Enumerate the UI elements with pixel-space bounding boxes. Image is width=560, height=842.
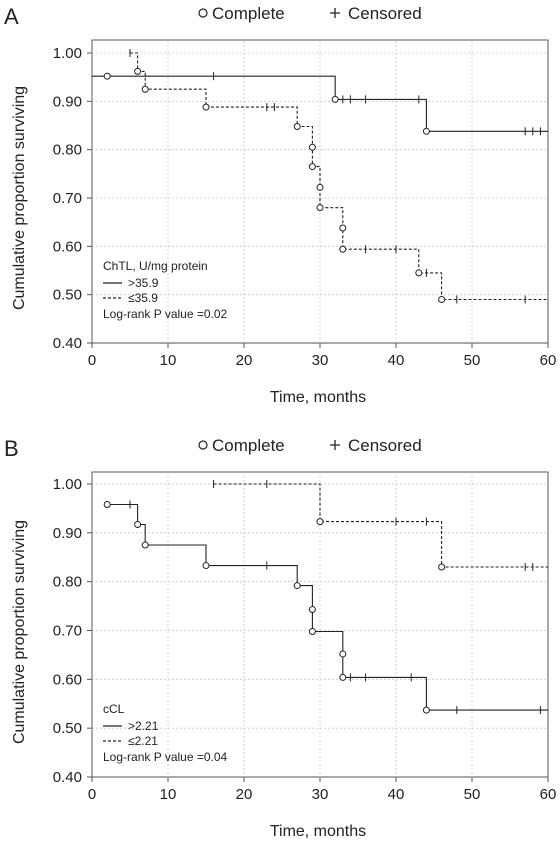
legend-title: cCL xyxy=(103,702,125,716)
y-tick-label: 0.50 xyxy=(53,720,82,737)
event-marker xyxy=(293,582,301,590)
y-tick-label: 0.50 xyxy=(53,287,82,304)
event-marker xyxy=(415,269,423,277)
event-marker xyxy=(438,563,446,571)
x-axis-label: Time, months xyxy=(270,389,366,406)
y-tick-label: 0.70 xyxy=(53,623,82,640)
y-tick-label: 0.40 xyxy=(53,335,82,352)
legend-series-2-label: ≤2.21 xyxy=(128,734,158,748)
event-marker xyxy=(316,183,324,191)
event-marker xyxy=(316,518,324,526)
y-tick-label: 1.00 xyxy=(53,45,82,62)
x-tick-label: 50 xyxy=(464,352,481,369)
event-marker xyxy=(293,122,301,130)
pvalue-text: Log-rank P value =0.02 xyxy=(103,307,228,321)
km-panel-a: A Complete Censored Cumulative proportio… xyxy=(0,0,560,420)
km-chart-a: A Complete Censored Cumulative proportio… xyxy=(4,4,557,406)
y-tick-label: 0.90 xyxy=(53,93,82,110)
event-marker xyxy=(422,127,430,135)
event-marker xyxy=(308,163,316,171)
km-panel-b: B Complete Censored Cumulative proportio… xyxy=(0,420,560,840)
x-tick-label: 30 xyxy=(312,352,329,369)
censored-legend-label: Censored xyxy=(348,436,422,455)
x-tick-label: 20 xyxy=(236,352,253,369)
legend-series-2-label: ≤35.9 xyxy=(128,291,158,305)
x-axis-label: Time, months xyxy=(270,823,366,840)
complete-marker-icon xyxy=(198,8,208,18)
event-marker xyxy=(308,606,316,614)
legend-series-1-label: >35.9 xyxy=(128,276,159,290)
legend-series-1-label: >2.21 xyxy=(128,719,159,733)
event-marker xyxy=(202,562,210,570)
y-tick-label: 0.70 xyxy=(53,190,82,207)
series-legend: ChTL, U/mg protein >35.9 ≤35.9 Log-rank … xyxy=(103,259,228,321)
axis-ticks: 0 10 20 30 40 50 60 0.40 0.50 0.60 0.70 0.80 0.90 1.0… xyxy=(53,476,557,803)
event-marker xyxy=(339,224,347,232)
plot-series xyxy=(103,480,548,715)
x-tick-label: 30 xyxy=(312,786,329,803)
event-marker xyxy=(339,650,347,658)
event-marker xyxy=(308,143,316,151)
event-marker xyxy=(103,72,111,80)
x-tick-label: 20 xyxy=(236,786,253,803)
x-tick-label: 60 xyxy=(540,352,557,369)
km-chart-b: B Complete Censored Cumulative proportio… xyxy=(4,436,557,840)
event-marker xyxy=(134,67,142,75)
y-axis-label: Cumulative proportion surviving xyxy=(11,86,28,310)
event-marker xyxy=(134,521,142,529)
complete-legend-label: Complete xyxy=(212,436,285,455)
event-marker xyxy=(316,204,324,212)
x-tick-label: 50 xyxy=(464,786,481,803)
top-legend: Complete Censored xyxy=(198,436,422,455)
panel-label: B xyxy=(4,436,19,461)
legend-title: ChTL, U/mg protein xyxy=(103,259,208,273)
survival-curve-solid xyxy=(92,75,548,132)
y-tick-label: 0.90 xyxy=(53,525,82,542)
event-marker xyxy=(339,673,347,681)
complete-marker-icon xyxy=(198,440,208,450)
x-tick-label: 60 xyxy=(540,786,557,803)
survival-curve-solid xyxy=(107,503,548,711)
x-tick-label: 40 xyxy=(388,786,405,803)
x-tick-label: 0 xyxy=(88,786,96,803)
panel-label: A xyxy=(4,4,19,29)
event-marker xyxy=(438,296,446,303)
event-marker xyxy=(141,85,149,93)
survival-curve-dashed xyxy=(213,483,548,568)
event-marker xyxy=(422,706,430,714)
x-tick-label: 10 xyxy=(160,352,177,369)
y-tick-label: 0.60 xyxy=(53,238,82,255)
y-axis-label: Cumulative proportion surviving xyxy=(11,520,28,744)
y-tick-label: 0.60 xyxy=(53,671,82,688)
event-marker xyxy=(141,541,149,549)
y-tick-label: 1.00 xyxy=(53,476,82,493)
y-tick-label: 0.80 xyxy=(53,142,82,159)
plot-series xyxy=(92,49,548,304)
grid xyxy=(92,472,548,777)
event-marker xyxy=(202,103,210,111)
axis-ticks: 0 10 20 30 40 50 60 0.40 0.50 0.60 0.70 0.80 0.90 1.0… xyxy=(53,45,557,369)
censored-marker-icon xyxy=(330,8,340,18)
top-legend: Complete Censored xyxy=(198,4,422,23)
x-tick-label: 10 xyxy=(160,786,177,803)
pvalue-text: Log-rank P value =0.04 xyxy=(103,750,228,764)
y-tick-label: 0.40 xyxy=(53,769,82,786)
y-tick-label: 0.80 xyxy=(53,574,82,591)
censored-legend-label: Censored xyxy=(348,4,422,23)
event-marker xyxy=(103,501,111,509)
grid xyxy=(92,41,548,343)
event-marker xyxy=(331,95,339,103)
series-legend: cCL >2.21 ≤2.21 Log-rank P value =0.04 xyxy=(103,702,228,764)
complete-legend-label: Complete xyxy=(212,4,285,23)
x-tick-label: 40 xyxy=(388,352,405,369)
x-tick-label: 0 xyxy=(88,352,96,369)
event-marker xyxy=(308,627,316,635)
censored-marker-icon xyxy=(330,440,340,450)
event-marker xyxy=(339,245,347,253)
